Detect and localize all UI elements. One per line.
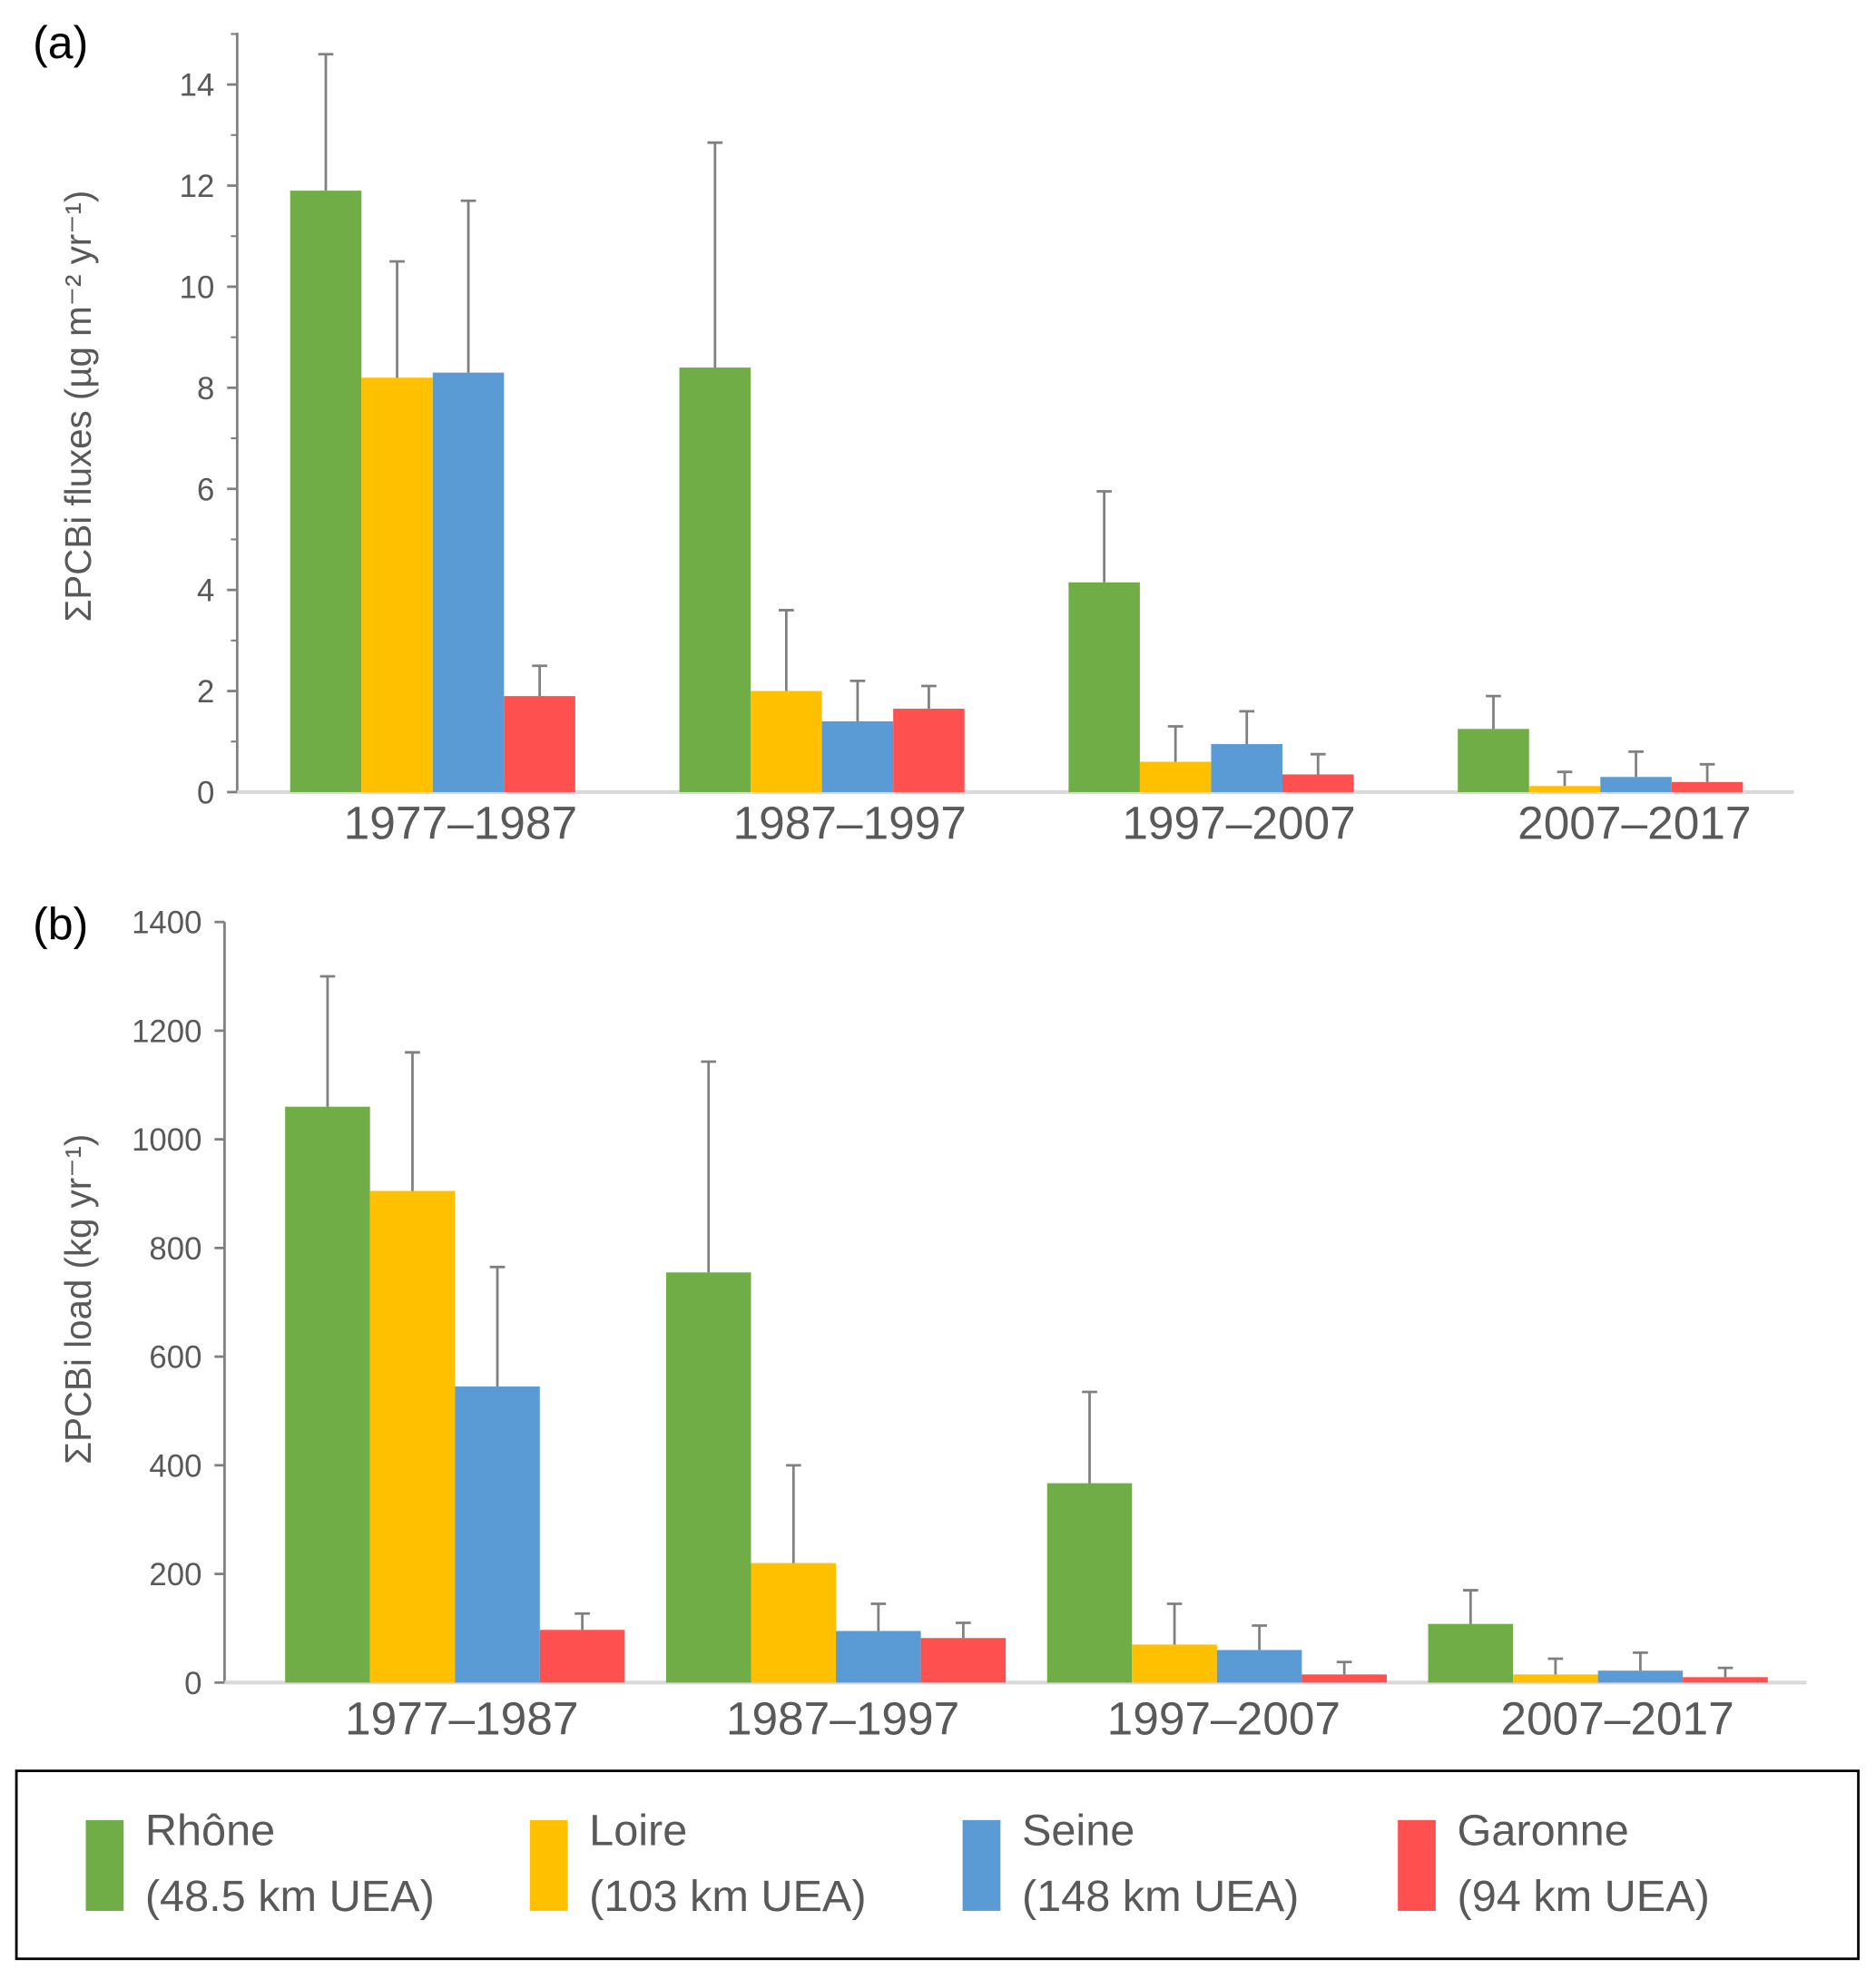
legend-swatch-3 <box>1398 1819 1436 1911</box>
x-category-label: 1997–2007 <box>1107 1691 1341 1744</box>
bar-rhone-1987–1997 <box>665 1272 751 1683</box>
bar-garonne-1977–1987 <box>539 1630 625 1683</box>
bar-rhone-1997–2007 <box>1046 1483 1133 1683</box>
legend: Rhône (48.5 km UEA) Loire (103 km UEA) Seine… <box>15 1769 1860 1961</box>
panel-b-chart: (b) ΣPCBi load (kg yr⁻¹) 0 200 400 600 800 10… <box>33 899 1807 1744</box>
bar-rhone-1997–2007 <box>1068 582 1140 792</box>
x-category-label: 1977–1987 <box>344 796 577 848</box>
bar-garonne-1977–1987 <box>504 696 575 792</box>
legend-name: Rhône <box>145 1807 275 1856</box>
y-tick-label: 6 <box>197 473 214 507</box>
bar-garonne-1997–2007 <box>1282 774 1354 792</box>
x-category-label: 1977–1987 <box>345 1691 578 1744</box>
bar-garonne-1987–1997 <box>920 1638 1007 1683</box>
bar-seine-1977–1987 <box>455 1386 540 1683</box>
bar-loire-1987–1997 <box>751 691 822 792</box>
panel-a-chart: (a) ΣPCBi fluxes (µg m⁻² yr⁻¹) 0 2 4 6 8 10 12… <box>33 17 1794 848</box>
legend-name: Seine <box>1022 1807 1134 1856</box>
panel-b-label: (b) <box>33 899 88 950</box>
bar-seine-1997–2007 <box>1216 1650 1302 1683</box>
legend-swatch-2 <box>962 1819 1001 1911</box>
bar-garonne-2007–2017 <box>1683 1677 1768 1683</box>
y-tick-label: 8 <box>197 372 214 407</box>
bar-loire-1987–1997 <box>751 1563 837 1683</box>
y-tick-label: 800 <box>149 1232 201 1267</box>
bar-loire-2007–2017 <box>1513 1674 1598 1683</box>
legend-name: Loire <box>589 1807 687 1856</box>
bar-seine-1987–1997 <box>821 720 894 792</box>
panel-b-y-axis-label: ΣPCBi load (kg yr⁻¹) <box>58 1134 99 1465</box>
y-tick-label: 1200 <box>132 1014 201 1049</box>
bar-rhone-2007–2017 <box>1458 729 1529 792</box>
panel-a-y-axis-label: ΣPCBi fluxes (µg m⁻² yr⁻¹) <box>58 191 99 622</box>
panel-a-label: (a) <box>33 17 88 68</box>
bar-loire-1997–2007 <box>1132 1644 1217 1683</box>
y-tick-label: 14 <box>180 69 215 103</box>
bar-rhone-1987–1997 <box>679 367 751 792</box>
legend-name: Garonne <box>1458 1807 1629 1856</box>
y-tick-label: 10 <box>180 270 215 305</box>
x-category-label: 1987–1997 <box>733 796 967 848</box>
bar-garonne-2007–2017 <box>1671 781 1743 792</box>
bar-loire-1997–2007 <box>1139 761 1212 792</box>
y-tick-label: 1400 <box>132 906 201 941</box>
legend-swatch-0 <box>85 1819 124 1911</box>
y-tick-label: 0 <box>197 776 214 810</box>
x-category-label: 2007–2017 <box>1500 1691 1734 1744</box>
bar-garonne-1987–1997 <box>893 709 965 792</box>
x-category-label: 1997–2007 <box>1122 796 1355 848</box>
bar-rhone-1977–1987 <box>290 191 362 792</box>
y-tick-label: 1000 <box>132 1123 201 1158</box>
bar-loire-1977–1987 <box>369 1190 456 1683</box>
bar-loire-1977–1987 <box>361 377 433 792</box>
y-tick-label: 600 <box>149 1341 201 1376</box>
bar-loire-2007–2017 <box>1528 786 1601 792</box>
y-tick-label: 2 <box>197 675 214 710</box>
bar-rhone-1977–1987 <box>285 1106 370 1683</box>
bar-seine-2007–2017 <box>1600 777 1672 792</box>
legend-detail: (94 km UEA) <box>1458 1872 1710 1921</box>
y-tick-label: 200 <box>149 1558 201 1592</box>
bar-seine-2007–2017 <box>1597 1670 1684 1683</box>
y-tick-label: 4 <box>197 574 214 609</box>
y-tick-label: 12 <box>180 170 215 204</box>
y-tick-label: 0 <box>184 1667 201 1701</box>
legend-detail: (103 km UEA) <box>589 1872 866 1921</box>
bar-garonne-1997–2007 <box>1301 1674 1387 1683</box>
legend-box <box>15 1769 1860 1961</box>
x-category-label: 1987–1997 <box>726 1691 959 1744</box>
legend-swatch-1 <box>529 1819 568 1911</box>
legend-detail: (148 km UEA) <box>1022 1872 1299 1921</box>
y-tick-label: 400 <box>149 1449 201 1484</box>
bar-seine-1977–1987 <box>432 372 505 792</box>
bar-rhone-2007–2017 <box>1428 1623 1514 1683</box>
legend-detail: (48.5 km UEA) <box>145 1872 435 1921</box>
bar-seine-1987–1997 <box>836 1631 921 1683</box>
x-category-label: 2007–2017 <box>1517 796 1751 848</box>
bar-seine-1997–2007 <box>1211 744 1282 792</box>
